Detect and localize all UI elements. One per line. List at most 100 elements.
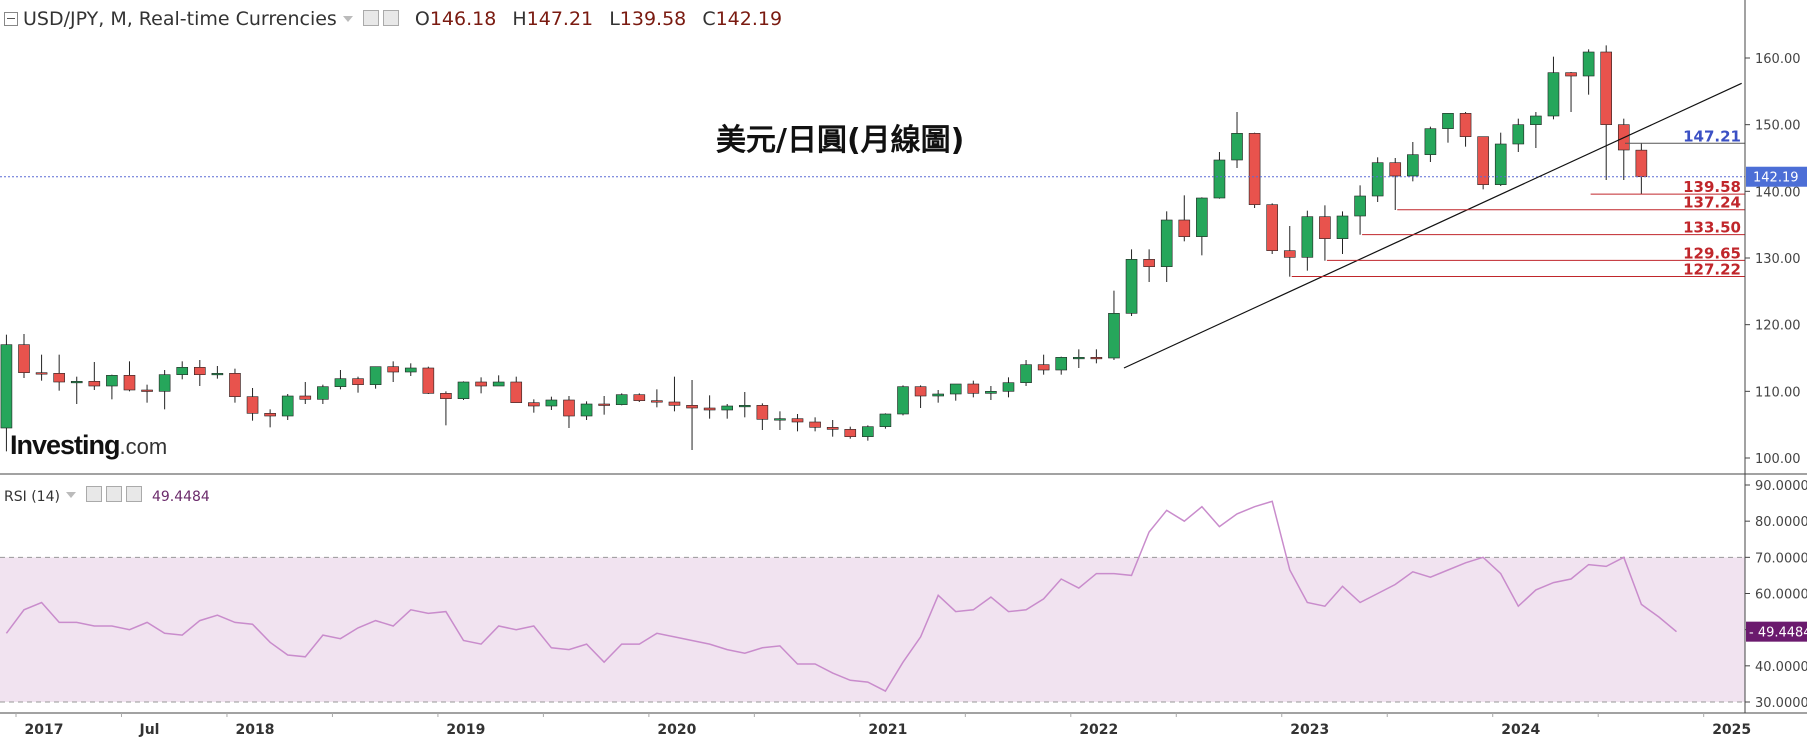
- candle: [1635, 143, 1648, 195]
- candle-body: [1319, 216, 1331, 239]
- candle: [932, 390, 944, 403]
- chart-annotation-title: 美元/日圓(月線圖): [716, 123, 965, 158]
- candle-body: [1037, 364, 1050, 371]
- candle-body: [281, 395, 294, 417]
- candle: [194, 360, 206, 386]
- candle-body: [651, 400, 663, 403]
- candle-body: [949, 383, 962, 395]
- rsi-value-badge: [1746, 621, 1807, 642]
- rsi-tick-label: 70.0000: [1755, 551, 1807, 566]
- eye-icon[interactable]: [85, 486, 102, 502]
- candle: [18, 334, 30, 378]
- candle: [1371, 157, 1384, 202]
- low-label: L: [609, 8, 620, 30]
- candle-body: [1090, 357, 1103, 360]
- candle-body: [809, 421, 821, 428]
- candle-body: [299, 395, 312, 400]
- eye-icon[interactable]: [362, 10, 379, 26]
- high-marker-label: 147.21: [1683, 127, 1741, 145]
- candle: [1196, 197, 1208, 256]
- candle-body: [492, 381, 505, 387]
- candle: [1319, 205, 1331, 261]
- candle-body: [176, 367, 189, 375]
- x-tick-label: Jul: [138, 722, 159, 738]
- candle-body: [1108, 313, 1120, 359]
- candle: [1547, 56, 1560, 120]
- collapse-icon[interactable]: [4, 12, 18, 26]
- candle: [1617, 118, 1630, 180]
- candle-body: [264, 413, 276, 417]
- price-tick-label: 130.00: [1755, 252, 1801, 267]
- candle: [862, 425, 874, 441]
- candle-body: [1248, 133, 1261, 205]
- x-tick-label: 2025: [1712, 722, 1751, 738]
- candle-body: [914, 386, 927, 397]
- candle-body: [967, 383, 980, 394]
- candle: [492, 375, 505, 387]
- candle: [651, 389, 663, 408]
- chevron-down-icon[interactable]: [65, 492, 76, 498]
- candle: [70, 376, 83, 404]
- candle: [1530, 112, 1542, 148]
- open-label: O: [414, 8, 430, 30]
- candle: [1565, 72, 1577, 112]
- candle: [88, 362, 101, 390]
- candle: [35, 354, 48, 381]
- candle: [826, 420, 839, 437]
- candle-body: [791, 418, 804, 423]
- candle: [1459, 112, 1472, 147]
- candle-body: [1301, 216, 1314, 258]
- candle-body: [668, 401, 681, 406]
- rsi-tick-label: 90.0000: [1755, 479, 1807, 494]
- candle-body: [879, 413, 892, 427]
- candle: [1002, 377, 1015, 398]
- candle-body: [1020, 364, 1032, 383]
- candle: [598, 396, 610, 415]
- candle: [633, 393, 646, 402]
- investing-logo: Investing.com: [10, 430, 167, 461]
- candle: [844, 426, 857, 439]
- candle-body: [1055, 357, 1068, 371]
- candle-body: [18, 344, 30, 373]
- candle-body: [440, 393, 452, 399]
- candle-body: [1600, 51, 1612, 125]
- candle-body: [1336, 215, 1349, 239]
- candle: [1160, 211, 1173, 282]
- close-icon[interactable]: [125, 486, 142, 502]
- candle-body: [1459, 113, 1472, 137]
- candle-body: [475, 381, 487, 387]
- candle: [1073, 349, 1085, 368]
- candle-body: [1547, 72, 1560, 117]
- candle: [1600, 45, 1612, 180]
- candle-body: [106, 375, 118, 387]
- gear-icon[interactable]: [105, 486, 122, 502]
- candle: [668, 376, 681, 412]
- candle: [299, 382, 312, 404]
- high-label: H: [512, 8, 527, 30]
- candle-body: [1389, 162, 1402, 177]
- candle: [281, 394, 294, 420]
- candle: [1108, 290, 1120, 360]
- candle-body: [1582, 51, 1595, 77]
- candle: [141, 384, 153, 403]
- candle-body: [1512, 124, 1525, 145]
- symbol-label: USD/JPY, M, Real-time Currencies: [23, 8, 337, 30]
- gear-icon[interactable]: [382, 10, 399, 26]
- support-label: 133.50: [1683, 219, 1741, 237]
- chevron-down-icon[interactable]: [342, 16, 353, 22]
- candle: [756, 403, 769, 430]
- candle: [1389, 158, 1402, 210]
- candle: [176, 361, 189, 380]
- rsi-line: [5, 500, 1677, 693]
- price-tick-label: 140.00: [1755, 185, 1801, 200]
- candle: [1143, 249, 1155, 282]
- candle: [510, 376, 523, 403]
- candle: [1582, 49, 1595, 95]
- candle: [0, 334, 13, 452]
- candle: [106, 374, 118, 400]
- x-tick-label: 2021: [868, 722, 907, 738]
- candle-body: [1354, 195, 1366, 217]
- candle-body: [352, 378, 364, 385]
- candle: [211, 366, 224, 379]
